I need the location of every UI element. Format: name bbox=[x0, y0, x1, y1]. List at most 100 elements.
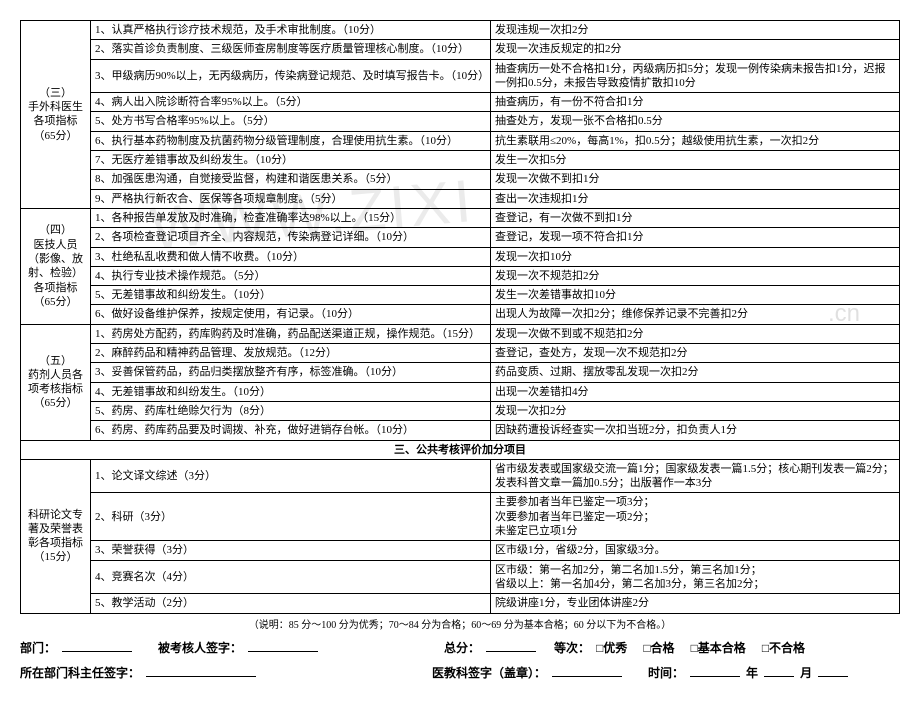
total-blank bbox=[486, 639, 536, 652]
score-cell: 出现一次差错扣4分 bbox=[491, 382, 900, 401]
score-cell: 抗生素联用≤20%，每高1%，扣0.5分；越级使用抗生素，一次扣2分 bbox=[491, 131, 900, 150]
score-cell: 发现一次不规范扣2分 bbox=[491, 266, 900, 285]
total-label: 总分： bbox=[444, 639, 480, 656]
bonus-header: 三、公共考核评价加分项目 bbox=[21, 440, 900, 459]
month-blank bbox=[818, 664, 848, 677]
opt-fail: □不合格 bbox=[762, 639, 805, 656]
table-row: 2、麻醉药品和精神药品管理、发放规范。（12分）查登记，查处方，发现一次不规范扣… bbox=[21, 344, 900, 363]
item-cell: 1、论文译文综述（3分） bbox=[91, 459, 491, 493]
table-row: （五） 药剂人员各项考核指标 （65分）1、药房处方配药，药库购药及时准确，药品… bbox=[21, 324, 900, 343]
item-cell: 6、执行基本药物制度及抗菌药物分级管理制度，合理使用抗生素。（10分） bbox=[91, 131, 491, 150]
score-cell: 药品变质、过期、摆放零乱发现一次扣2分 bbox=[491, 363, 900, 382]
score-cell: 省市级发表或国家级交流一篇1分；国家级发表一篇1.5分；核心期刊发表一篇2分；发… bbox=[491, 459, 900, 493]
section-header: （四） 医技人员 （影像、放射、检验） 各项指标 （65分） bbox=[21, 208, 91, 324]
item-cell: 4、执行专业技术操作规范。（5分） bbox=[91, 266, 491, 285]
item-cell: 3、甲级病历90%以上，无丙级病历，传染病登记规范、及时填写报告卡。（10分） bbox=[91, 59, 491, 93]
score-cell: 发现一次做不到或不规范扣2分 bbox=[491, 324, 900, 343]
score-cell: 发现一次做不到扣1分 bbox=[491, 170, 900, 189]
score-cell: 因缺药遭投诉经查实一次扣当班2分，扣负责人1分 bbox=[491, 421, 900, 440]
item-cell: 4、无差错事故和纠纷发生。（10分） bbox=[91, 382, 491, 401]
section-header: （五） 药剂人员各项考核指标 （65分） bbox=[21, 324, 91, 440]
year-blank bbox=[764, 664, 794, 677]
item-cell: 2、科研（3分） bbox=[91, 493, 491, 541]
item-cell: 2、落实首诊负责制度、三级医师查房制度等医疗质量管理核心制度。（10分） bbox=[91, 40, 491, 59]
item-cell: 4、竞赛名次（4分） bbox=[91, 560, 491, 594]
score-cell: 发现一次扣2分 bbox=[491, 401, 900, 420]
table-row: 8、加强医患沟通，自觉接受监督，构建和谐医患关系。（5分）发现一次做不到扣1分 bbox=[21, 170, 900, 189]
score-cell: 查登记，查处方，发现一次不规范扣2分 bbox=[491, 344, 900, 363]
score-cell: 查出一次违规扣1分 bbox=[491, 189, 900, 208]
dept-head-blank bbox=[146, 664, 256, 677]
item-cell: 3、荣誉获得（3分） bbox=[91, 541, 491, 560]
table-row: 4、执行专业技术操作规范。（5分）发现一次不规范扣2分 bbox=[21, 266, 900, 285]
section-header: 科研论文专著及荣誉表彰各项指标 （15分） bbox=[21, 459, 91, 613]
signed-blank bbox=[248, 639, 318, 652]
table-row: （四） 医技人员 （影像、放射、检验） 各项指标 （65分）1、各种报告单发放及… bbox=[21, 208, 900, 227]
score-cell: 抽查病历，有一份不符合扣1分 bbox=[491, 93, 900, 112]
table-row: 4、竞赛名次（4分）区市级：第一名加2分，第二名加1.5分，第三名加1分； 省级… bbox=[21, 560, 900, 594]
item-cell: 4、病人出入院诊断符合率95%以上。（5分） bbox=[91, 93, 491, 112]
dept-head-sign-label: 所在部门科主任签字： bbox=[20, 664, 140, 681]
score-cell: 发现一次扣10分 bbox=[491, 247, 900, 266]
table-row: 5、无差错事故和纠纷发生。（10分）发生一次差错事故扣10分 bbox=[21, 286, 900, 305]
score-cell: 抽查处方，发现一张不合格扣0.5分 bbox=[491, 112, 900, 131]
table-row: 4、无差错事故和纠纷发生。（10分）出现一次差错扣4分 bbox=[21, 382, 900, 401]
footer-line-2: 所在部门科主任签字： 医教科签字（盖章）： 时间： 年 月 bbox=[20, 664, 900, 681]
table-row: 3、荣誉获得（3分）区市级1分，省级2分，国家级3分。 bbox=[21, 541, 900, 560]
item-cell: 8、加强医患沟通，自觉接受监督，构建和谐医患关系。（5分） bbox=[91, 170, 491, 189]
section-header: （三） 手外科医生各项指标 （65分） bbox=[21, 21, 91, 209]
score-cell: 发现违规一次扣2分 bbox=[491, 21, 900, 40]
score-cell: 出现人为故障一次扣2分；维修保养记录不完善扣2分 bbox=[491, 305, 900, 324]
item-cell: 5、教学活动（2分） bbox=[91, 594, 491, 613]
score-cell: 发生一次差错事故扣10分 bbox=[491, 286, 900, 305]
table-row: 2、各项检查登记项目齐全、内容规范，传染病登记详细。（10分）查登记，发现一项不… bbox=[21, 228, 900, 247]
item-cell: 5、药房、药库杜绝赊欠行为（8分） bbox=[91, 401, 491, 420]
table-row: 2、科研（3分）主要参加者当年已鉴定一项3分； 次要参加者当年已鉴定一项2分； … bbox=[21, 493, 900, 541]
item-cell: 9、严格执行新农合、医保等各项规章制度。（5分） bbox=[91, 189, 491, 208]
month-label: 月 bbox=[800, 664, 812, 681]
med-edu-sign-label: 医教科签字（盖章）： bbox=[432, 664, 546, 681]
opt-pass: □合格 bbox=[643, 639, 674, 656]
table-row: 6、药房、药库药品要及时调拨、补充，做好进销存台帐。（10分）因缺药遭投诉经查实… bbox=[21, 421, 900, 440]
table-row: 6、做好设备维护保养，按规定使用，有记录。（10分）出现人为故障一次扣2分；维修… bbox=[21, 305, 900, 324]
score-cell: 区市级：第一名加2分，第二名加1.5分，第三名加1分； 省级以上：第一名加4分，… bbox=[491, 560, 900, 594]
score-cell: 抽查病历一处不合格扣1分，丙级病历扣5分；发现一例传染病未报告扣1分，迟报一例扣… bbox=[491, 59, 900, 93]
item-cell: 1、认真严格执行诊疗技术规范，及手术审批制度。（10分） bbox=[91, 21, 491, 40]
dept-blank bbox=[62, 639, 132, 652]
item-cell: 1、各种报告单发放及时准确，检查准确率达98%以上。（15分） bbox=[91, 208, 491, 227]
score-cell: 查登记，发现一项不符合扣1分 bbox=[491, 228, 900, 247]
table-row: 2、落实首诊负责制度、三级医师查房制度等医疗质量管理核心制度。（10分）发现一次… bbox=[21, 40, 900, 59]
score-cell: 院级讲座1分，专业团体讲座2分 bbox=[491, 594, 900, 613]
score-cell: 区市级1分，省级2分，国家级3分。 bbox=[491, 541, 900, 560]
item-cell: 2、麻醉药品和精神药品管理、发放规范。（12分） bbox=[91, 344, 491, 363]
item-cell: 3、杜绝私乱收费和做人情不收费。（10分） bbox=[91, 247, 491, 266]
table-row: （三） 手外科医生各项指标 （65分）1、认真严格执行诊疗技术规范，及手术审批制… bbox=[21, 21, 900, 40]
item-cell: 5、无差错事故和纠纷发生。（10分） bbox=[91, 286, 491, 305]
table-row: 3、杜绝私乱收费和做人情不收费。（10分）发现一次扣10分 bbox=[21, 247, 900, 266]
opt-excellent: □优秀 bbox=[596, 639, 627, 656]
table-row: 5、药房、药库杜绝赊欠行为（8分）发现一次扣2分 bbox=[21, 401, 900, 420]
year-label: 年 bbox=[746, 664, 758, 681]
time-blank bbox=[690, 664, 740, 677]
table-row: 5、教学活动（2分）院级讲座1分，专业团体讲座2分 bbox=[21, 594, 900, 613]
table-row: 3、妥善保管药品，药品归类摆放整齐有序，标签准确。（10分）药品变质、过期、摆放… bbox=[21, 363, 900, 382]
opt-basic: □基本合格 bbox=[691, 639, 746, 656]
score-cell: 查登记，有一次做不到扣1分 bbox=[491, 208, 900, 227]
dept-label: 部门： bbox=[20, 639, 56, 656]
table-row: 3、甲级病历90%以上，无丙级病历，传染病登记规范、及时填写报告卡。（10分）抽… bbox=[21, 59, 900, 93]
table-row: 9、严格执行新农合、医保等各项规章制度。（5分）查出一次违规扣1分 bbox=[21, 189, 900, 208]
grading-note: （说明：85 分～100 分为优秀；70～84 分为合格；60～69 分为基本合… bbox=[20, 616, 900, 631]
table-row: 科研论文专著及荣誉表彰各项指标 （15分）1、论文译文综述（3分）省市级发表或国… bbox=[21, 459, 900, 493]
item-cell: 6、药房、药库药品要及时调拨、补充，做好进销存台帐。（10分） bbox=[91, 421, 491, 440]
score-cell: 发现一次违反规定的扣2分 bbox=[491, 40, 900, 59]
table-row: 4、病人出入院诊断符合率95%以上。（5分）抽查病历，有一份不符合扣1分 bbox=[21, 93, 900, 112]
time-label: 时间： bbox=[648, 664, 684, 681]
score-cell: 主要参加者当年已鉴定一项3分； 次要参加者当年已鉴定一项2分； 未鉴定已立项1分 bbox=[491, 493, 900, 541]
bonus-header-row: 三、公共考核评价加分项目 bbox=[21, 440, 900, 459]
item-cell: 1、药房处方配药，药库购药及时准确，药品配送渠道正规，操作规范。（15分） bbox=[91, 324, 491, 343]
level-label: 等次： bbox=[554, 639, 590, 656]
item-cell: 7、无医疗差错事故及纠纷发生。（10分） bbox=[91, 151, 491, 170]
table-row: 6、执行基本药物制度及抗菌药物分级管理制度，合理使用抗生素。（10分）抗生素联用… bbox=[21, 131, 900, 150]
item-cell: 3、妥善保管药品，药品归类摆放整齐有序，标签准确。（10分） bbox=[91, 363, 491, 382]
med-edu-blank bbox=[552, 664, 622, 677]
